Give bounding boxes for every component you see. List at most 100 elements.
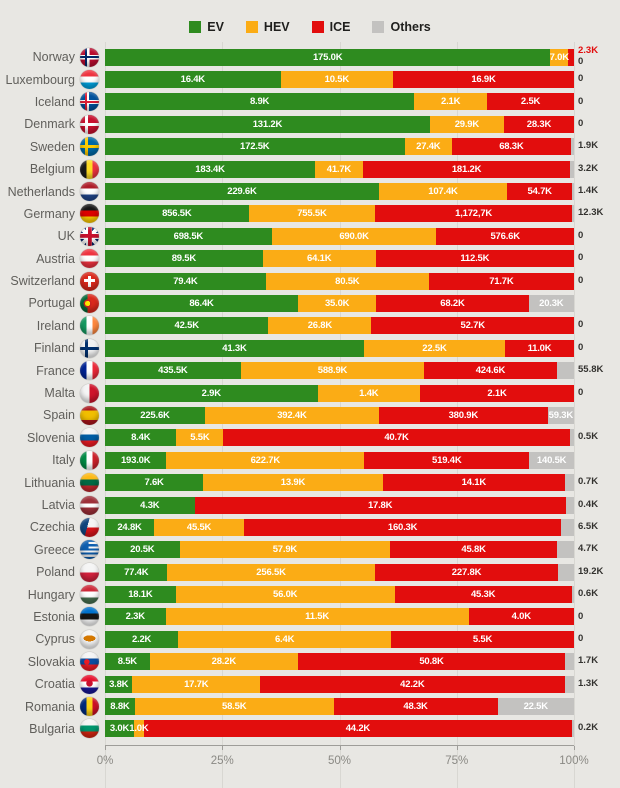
lithuania-flag-icon [80,473,99,493]
segment-value-label: 1,172,7K [455,208,493,220]
bar-segment-others: 59.3K [547,406,574,424]
country-row: Norway 175.0K 7.0K 2.3K 0 [0,45,620,68]
country-label: Croatia [34,677,75,692]
segment-value-label: 42.2K [400,678,425,690]
country-label: UK [57,229,75,244]
segment-value-label: 172.5K [240,141,270,153]
segment-value-label: 10.5K [324,74,350,86]
right-value-labels: 0 [574,319,620,331]
country-row: Finland 41.3K 22.5K 11.0K 0 [0,337,620,359]
bar-segment-ice: 576.6K [436,227,574,245]
bar-segment-ice: 2.5K [487,93,574,111]
x-axis-label: 75% [445,755,469,768]
bar-segment-ice: 11.0K [505,339,574,357]
outside-value-label: 3.2K [578,162,599,174]
bar-segment-ice: 14.1K [382,474,565,492]
country-label: Malta [44,386,75,401]
bar-segment-ice: 380.9K [378,406,548,424]
country-label: Sweden [29,139,75,154]
segment-value-label: 4.0K [511,611,531,623]
segment-value-label: 3.8K [109,678,129,690]
bar-segment-others [570,138,574,156]
segment-value-label: 225.6K [140,409,170,421]
bar-segment-hev: 2.1K [414,93,488,111]
bar-segment-ice: 1,172,7K [375,205,572,223]
segment-value-label: 28.3K [526,118,552,130]
bar-segment-ice: 16.9K [393,71,574,89]
switzerland-flag-icon [80,271,99,291]
country-row: Belgium 183.4K 41.7K 181.2K 3.2K [0,158,620,180]
country-label: Norway [32,50,75,65]
country-label: Estonia [33,609,75,624]
bar-segment-ev: 183.4K [105,160,316,178]
bar-segment-ice: 44.2K [143,720,573,738]
outside-value-label: 0 [578,610,584,622]
segment-value-label: 22.5K [422,342,447,354]
segment-value-label: 160.3K [387,521,418,533]
bar-track: 8.9K 2.1K 2.5K [105,93,574,111]
bar-track: 18.1K 56.0K 45.3K [105,586,574,604]
bar-segment-hev: 1.4K [317,384,421,402]
country-label: Slovenia [27,430,75,445]
segment-value-label: 17.8K [367,499,393,511]
cyprus-flag-icon [80,629,99,649]
bar-segment-ice: 48.3K [333,698,498,716]
bar-track: 24.8K 45.5K 160.3K [105,518,574,536]
right-value-labels: 1.9K [574,140,620,152]
country-label: Austria [36,251,75,266]
segment-value-label: 2.2K [131,633,152,645]
segment-value-label: 7.6K [144,477,164,489]
bar-segment-ev: 16.4K [105,71,281,89]
bar-segment-ev: 18.1K [105,586,176,604]
segment-value-label: 2.5K [520,96,541,108]
segment-value-label: 42.5K [174,320,200,332]
segment-value-label: 8.8K [110,701,130,713]
bar-segment-ev: 20.5K [105,541,180,559]
bar-segment-ev: 42.5K [105,317,269,335]
bar-segment-hev: 256.5K [167,563,375,581]
outside-value-label: 0 [578,73,584,85]
country-label: Portugal [28,296,75,311]
country-row: Lithuania 7.6K 13.9K 14.1K 0.7K [0,471,620,493]
bar-segment-ev: 86.4K [105,294,299,312]
country-label: Spain [43,408,75,423]
country-row: Denmark 131.2K 29.9K 28.3K 0 [0,113,620,135]
bar-segment-hev: 58.5K [134,698,334,716]
country-row: Hungary 18.1K 56.0K 45.3K 0.6K [0,583,620,605]
bar-segment-ice: 424.6K [424,362,557,380]
croatia-flag-icon [80,674,99,694]
segment-value-label: 5.5K [472,633,493,645]
country-label: Hungary [27,587,75,602]
czechia-flag-icon [80,517,99,537]
bar-segment-others [561,518,574,536]
outside-value-label: 0 [578,319,584,331]
estonia-flag-icon [80,607,99,627]
right-value-labels: 0 [574,252,620,264]
x-axis: 0% 25% 50% 75% 100% [97,745,589,788]
segment-value-label: 52.7K [460,320,486,332]
right-value-labels: 0.2K [574,723,620,734]
country-row: Portugal 86.4K 35.0K 68.2K 20.3K [0,292,620,314]
segment-value-label: 28.2K [211,656,237,668]
bar-segment-hev: 392.4K [204,406,379,424]
bar-segment-ev: 698.5K [105,227,272,245]
segment-value-label: 227.8K [451,566,482,578]
spain-flag-icon [80,405,99,425]
bar-segment-others [572,720,574,738]
country-label: Slovakia [27,654,75,669]
segment-value-label: 576.6K [490,230,520,242]
segment-value-label: 107.4K [428,186,458,198]
right-value-labels: 0 [574,610,620,623]
bar-segment-hev: 17.7K [132,675,261,693]
bar-segment-others [571,586,574,604]
bar-segment-ev: 4.3K [105,496,195,514]
bar-segment-hev: 11.5K [165,608,469,626]
bar-segment-ev: 2.9K [105,384,318,402]
outside-value-label: 6.5K [578,520,599,532]
bar-segment-ev: 175.0K [105,48,551,66]
segment-value-label: 64.1K [307,253,332,265]
bar-segment-ev: 193.0K [105,451,167,469]
country-row: France 435.5K 588.9K 424.6K 55.8K [0,359,620,381]
country-row: Italy 193.0K 622.7K 519.4K 140.5K [0,449,620,471]
outside-value-label: 0 [578,386,584,398]
